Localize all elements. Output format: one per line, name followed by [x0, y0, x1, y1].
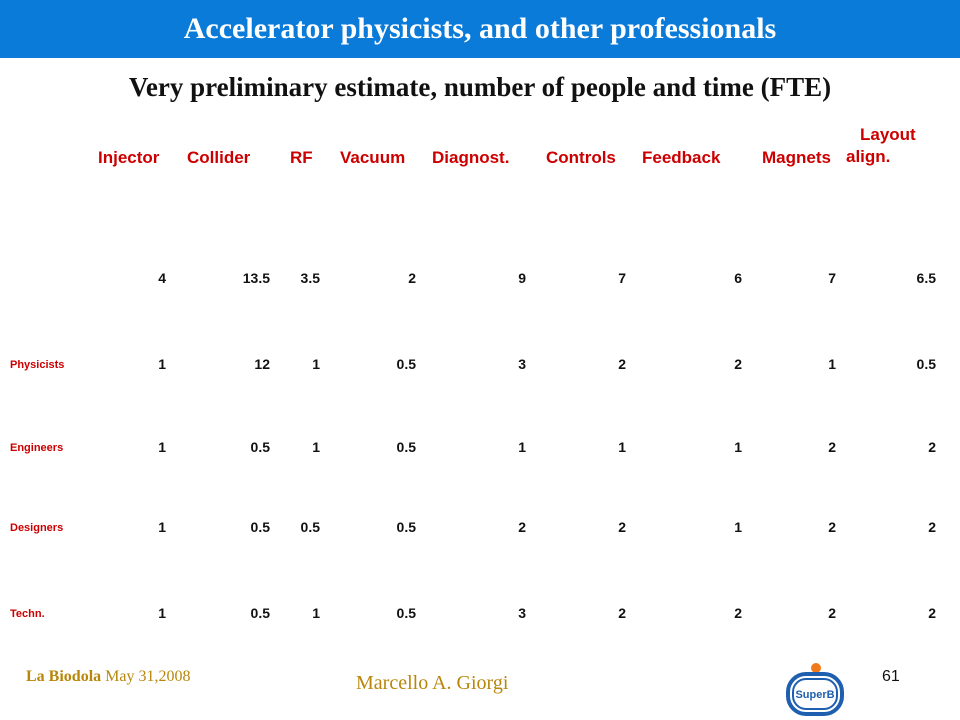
table-cell: 2 [828, 519, 836, 535]
table-cell: 0.5 [396, 356, 416, 372]
table-cell: 0.5 [396, 439, 416, 455]
table-cell: 1 [828, 356, 836, 372]
footer-date: May 31,2008 [105, 668, 191, 685]
page-number: 61 [882, 668, 900, 685]
table-cell: 2 [618, 356, 626, 372]
table-cell: 3 [518, 356, 526, 372]
table-cell: 12 [254, 356, 270, 372]
table-cell: 2 [828, 605, 836, 621]
table-cell: 2 [928, 605, 936, 621]
superb-logo-icon: SuperB [786, 663, 844, 716]
table-cell: 2 [618, 605, 626, 621]
logo-text: SuperB [795, 689, 834, 701]
footer-place: La Biodola [26, 668, 102, 685]
column-header-feedback: Feedback [642, 148, 721, 167]
logo-dot [811, 663, 821, 673]
table-cell: 1 [312, 439, 320, 455]
table-cell: 1 [312, 605, 320, 621]
table-cell: 0.5 [300, 519, 320, 535]
column-header-rf: RF [290, 148, 313, 167]
table-cell: 1 [734, 439, 742, 455]
table-cell: 4 [158, 270, 166, 286]
slide-title: Accelerator physicists, and other profes… [183, 12, 777, 45]
column-header-magnets: Magnets [762, 148, 831, 167]
column-header-injector: Injector [98, 148, 160, 167]
table-cell: 1 [158, 519, 166, 535]
column-header-diagnost: Diagnost. [432, 148, 510, 167]
row-label-engineers: Engineers [10, 442, 64, 454]
table-cell: 0.5 [250, 519, 270, 535]
logo-ring [786, 672, 844, 716]
column-header-vacuum: Vacuum [340, 148, 406, 167]
table-cell: 1 [618, 439, 626, 455]
title-bar: Accelerator physicists, and other profes… [0, 0, 960, 58]
slide-subtitle: Very preliminary estimate, number of peo… [128, 72, 832, 102]
footer-author: Marcello A. Giorgi [356, 672, 509, 694]
table-cell: 2 [734, 605, 742, 621]
table-cell: 1 [312, 356, 320, 372]
row-label-physicists: Physicists [10, 359, 65, 371]
row-label-designers: Designers [10, 522, 64, 534]
table-cell: 2 [828, 439, 836, 455]
table-cell: 0.5 [396, 519, 416, 535]
table-cell: 7 [618, 270, 626, 286]
row-label-techn: Techn. [10, 608, 45, 620]
table-cell: 2 [408, 270, 416, 286]
table-cell: 7 [828, 270, 836, 286]
table-cell: 1 [158, 439, 166, 455]
table-cell: 6 [734, 270, 742, 286]
column-header-layout-line2: align. [846, 147, 891, 166]
footer-place-date: La Biodola May 31,2008 [26, 668, 190, 686]
table-cell: 3.5 [300, 270, 320, 286]
table-cell: 2 [518, 519, 526, 535]
table-cell: 0.5 [396, 605, 416, 621]
table-cell: 2 [928, 519, 936, 535]
table-cell: 3 [518, 605, 526, 621]
logo-inner-ring [792, 678, 838, 710]
table-cell: 2 [618, 519, 626, 535]
table-cell: 0.5 [916, 356, 936, 372]
table-cell: 1 [734, 519, 742, 535]
table-cell: 0.5 [250, 439, 270, 455]
column-header-collider: Collider [187, 148, 251, 167]
table-cell: 13.5 [242, 270, 270, 286]
table-cell: 6.5 [916, 270, 936, 286]
table-cell: 1 [518, 439, 526, 455]
table-cell: 1 [158, 356, 166, 372]
table-cell: 9 [518, 270, 526, 286]
table-cell: 0.5 [250, 605, 270, 621]
column-header-layout-line1: Layout [860, 125, 916, 144]
column-header-layout: Layout align. [846, 124, 916, 168]
table-cell: 2 [928, 439, 936, 455]
column-header-controls: Controls [546, 148, 616, 167]
table-cell: 1 [158, 605, 166, 621]
table-cell: 2 [734, 356, 742, 372]
